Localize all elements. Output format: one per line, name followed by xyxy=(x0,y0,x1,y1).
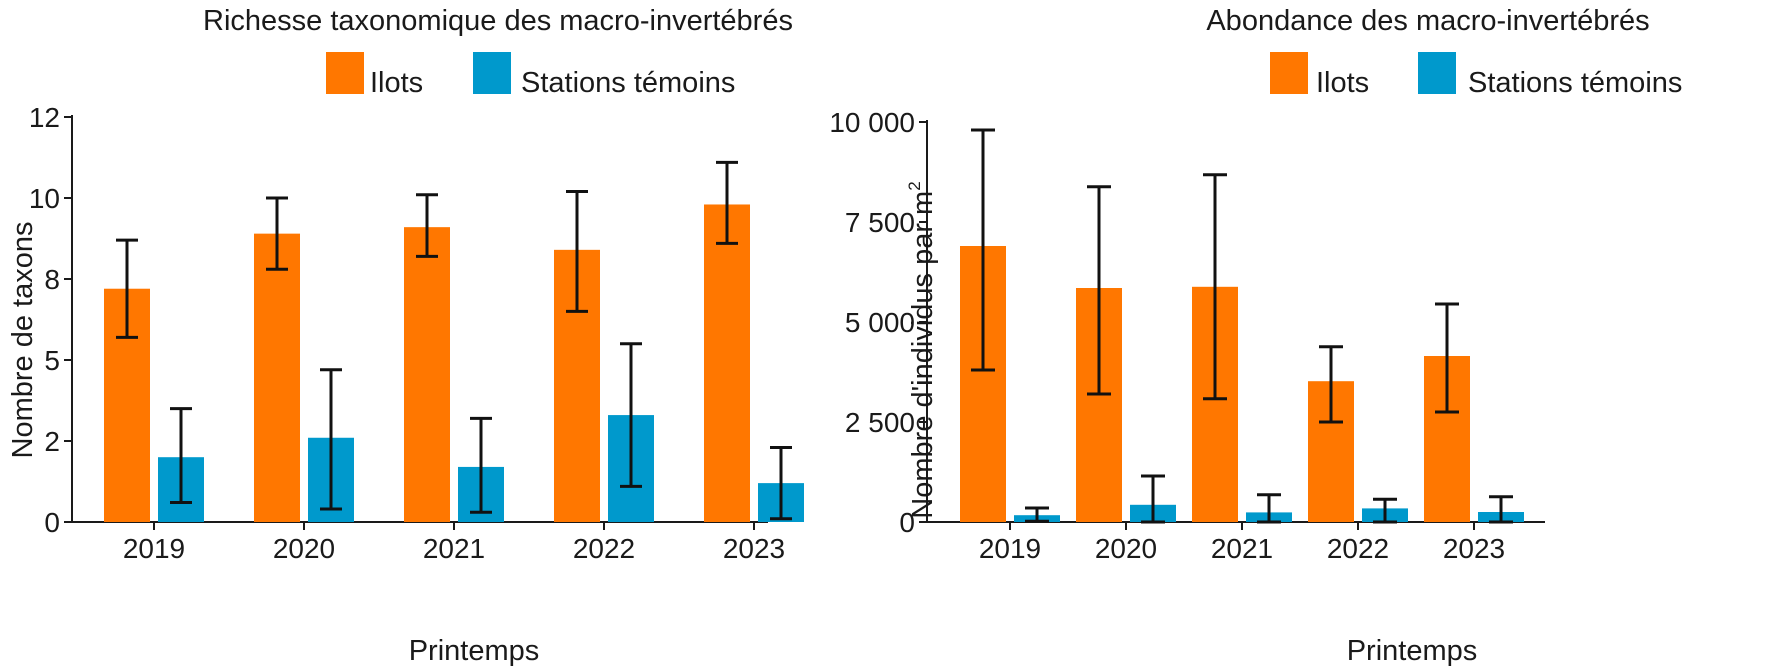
richness-bar-ilots xyxy=(704,204,750,523)
richness-x-tick-label: 2020 xyxy=(273,533,335,564)
richness-chart-marks: 0 2 5 8 10 12 2019 2020 2021 2022 2023 xyxy=(29,102,804,564)
abundance-x-tick-label: 2019 xyxy=(979,533,1041,564)
richness-y-tick-label: 0 xyxy=(44,507,60,538)
richness-x-tick-label: 2019 xyxy=(123,533,185,564)
richness-x-tick-label: 2021 xyxy=(423,533,485,564)
abundance-x-tick-label: 2022 xyxy=(1327,533,1389,564)
richness-chart-title: Richesse taxonomique des macro-invertébr… xyxy=(203,5,793,37)
abundance-y-tick-label: 7 500 xyxy=(845,207,915,238)
richness-x-axis-label: Printemps xyxy=(409,635,540,666)
richness-y-tick-label: 2 xyxy=(44,426,60,457)
legend-swatch-temoins xyxy=(473,52,511,94)
abundance-x-axis-label: Printemps xyxy=(1347,635,1478,666)
abundance-x-tick-label: 2023 xyxy=(1443,533,1505,564)
abundance-y-tick-label: 2 500 xyxy=(845,407,915,438)
abundance-chart-title: Abondance des macro-invertébrés xyxy=(1206,5,1649,37)
abundance-y-tick-label: 0 xyxy=(899,507,915,538)
richness-y-tick-label: 12 xyxy=(29,102,60,133)
abundance-chart: Abondance des macro-invertébrés Ilots St… xyxy=(829,5,1682,666)
abundance-y-tick-label: 5 000 xyxy=(845,307,915,338)
richness-y-tick-label: 8 xyxy=(44,264,60,295)
richness-y-tick-label: 10 xyxy=(29,183,60,214)
richness-y-axis-label: Nombre de taxons xyxy=(7,222,39,459)
richness-chart: Richesse taxonomique des macro-invertébr… xyxy=(7,5,804,666)
legend-swatch-ilots xyxy=(1270,52,1308,94)
abundance-x-tick-label: 2021 xyxy=(1211,533,1273,564)
richness-y-tick-label: 5 xyxy=(44,345,60,376)
abundance-y-tick-label: 10 000 xyxy=(829,107,915,138)
legend-label-ilots: Ilots xyxy=(370,67,423,99)
richness-x-tick-label: 2022 xyxy=(573,533,635,564)
legend-label-ilots: Ilots xyxy=(1316,67,1369,99)
richness-x-tick-label: 2023 xyxy=(723,533,785,564)
legend-swatch-ilots xyxy=(326,52,364,94)
richness-bar-ilots xyxy=(254,233,300,522)
richness-bar-ilots xyxy=(404,227,450,522)
legend-label-temoins: Stations témoins xyxy=(1468,67,1682,99)
abundance-x-tick-label: 2020 xyxy=(1095,533,1157,564)
abundance-chart-marks: 0 2 500 5 000 7 500 10 000 2019 2020 2021 2022 20… xyxy=(829,107,1545,564)
legend-label-temoins: Stations témoins xyxy=(521,67,735,99)
legend-swatch-temoins xyxy=(1418,52,1456,94)
abundance-y-axis-label: Nombre d'individus par m2 xyxy=(905,181,939,518)
